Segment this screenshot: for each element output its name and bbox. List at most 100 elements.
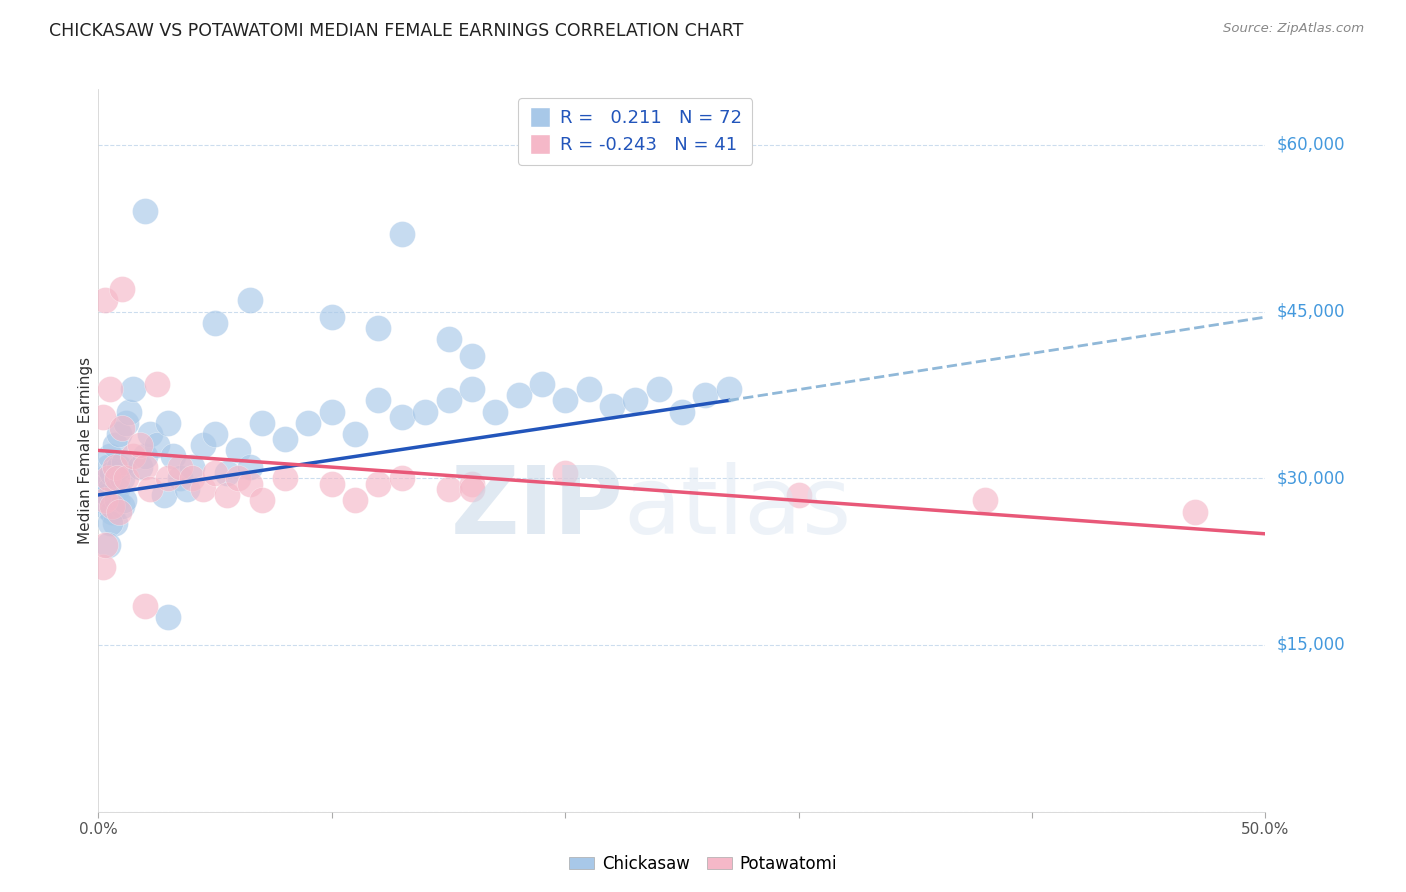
Point [98, 516, 121, 530]
Point [97, 471, 120, 485]
Point [508, 388, 530, 402]
Point [250, 416, 273, 430]
Point [671, 404, 693, 418]
Point [118, 404, 141, 418]
Point [367, 393, 389, 408]
Point [193, 438, 215, 452]
Point [139, 483, 162, 497]
Point [321, 404, 343, 418]
Point [94, 471, 117, 485]
Point [239, 460, 262, 475]
Point [157, 416, 180, 430]
Point [104, 438, 127, 452]
Point [344, 426, 367, 441]
Point [90, 493, 112, 508]
Point [239, 476, 262, 491]
Point [250, 493, 273, 508]
Point [157, 471, 180, 485]
Point [344, 493, 367, 508]
Point [162, 449, 184, 463]
Point [215, 488, 238, 502]
Point [1184, 505, 1206, 519]
Point [176, 483, 198, 497]
Point [180, 460, 202, 475]
Point [94, 493, 117, 508]
Legend: R =   0.211   N = 72, R = -0.243   N = 41: R = 0.211 N = 72, R = -0.243 N = 41 [517, 98, 752, 165]
Point [437, 483, 460, 497]
Point [169, 471, 191, 485]
Point [169, 460, 191, 475]
Point [129, 460, 152, 475]
Y-axis label: Median Female Earnings: Median Female Earnings [77, 357, 93, 544]
Point [695, 388, 717, 402]
Point [122, 382, 145, 396]
Point [97, 538, 120, 552]
Point [91, 560, 114, 574]
Point [108, 426, 131, 441]
Point [97, 488, 120, 502]
Point [367, 321, 389, 335]
Point [115, 416, 138, 430]
Point [105, 493, 128, 508]
Point [461, 476, 484, 491]
Point [94, 293, 117, 308]
Text: CHICKASAW VS POTAWATOMI MEDIAN FEMALE EARNINGS CORRELATION CHART: CHICKASAW VS POTAWATOMI MEDIAN FEMALE EA… [49, 22, 744, 40]
Point [98, 483, 121, 497]
Text: $45,000: $45,000 [1277, 302, 1346, 320]
Legend: Chickasaw, Potawatomi: Chickasaw, Potawatomi [562, 848, 844, 880]
Point [204, 316, 226, 330]
Text: $30,000: $30,000 [1277, 469, 1346, 487]
Text: atlas: atlas [624, 462, 852, 554]
Point [112, 493, 135, 508]
Point [108, 505, 131, 519]
Point [152, 488, 174, 502]
Point [437, 332, 460, 346]
Point [367, 476, 389, 491]
Point [647, 382, 669, 396]
Point [413, 404, 436, 418]
Point [717, 382, 740, 396]
Point [461, 349, 484, 363]
Point [101, 466, 124, 480]
Point [787, 488, 810, 502]
Point [554, 393, 576, 408]
Point [112, 454, 135, 468]
Point [111, 282, 134, 296]
Point [134, 599, 156, 613]
Point [461, 382, 484, 396]
Point [204, 426, 226, 441]
Point [94, 499, 117, 513]
Point [228, 443, 250, 458]
Point [530, 376, 553, 391]
Point [239, 293, 262, 308]
Point [624, 393, 647, 408]
Text: ZIP: ZIP [451, 462, 624, 554]
Point [115, 471, 138, 485]
Point [97, 460, 120, 475]
Point [228, 471, 250, 485]
Point [578, 382, 600, 396]
Point [101, 505, 124, 519]
Point [391, 410, 413, 425]
Point [134, 204, 156, 219]
Point [391, 227, 413, 241]
Point [98, 382, 121, 396]
Point [180, 471, 202, 485]
Text: $60,000: $60,000 [1277, 136, 1346, 153]
Point [104, 460, 127, 475]
Point [600, 399, 623, 413]
Point [105, 471, 128, 485]
Point [461, 483, 484, 497]
Point [146, 376, 169, 391]
Point [139, 426, 162, 441]
Point [111, 421, 134, 435]
Point [215, 466, 238, 480]
Point [974, 493, 997, 508]
Point [146, 438, 169, 452]
Point [98, 449, 121, 463]
Point [321, 310, 343, 324]
Point [111, 471, 134, 485]
Point [105, 483, 128, 497]
Point [108, 460, 131, 475]
Point [391, 471, 413, 485]
